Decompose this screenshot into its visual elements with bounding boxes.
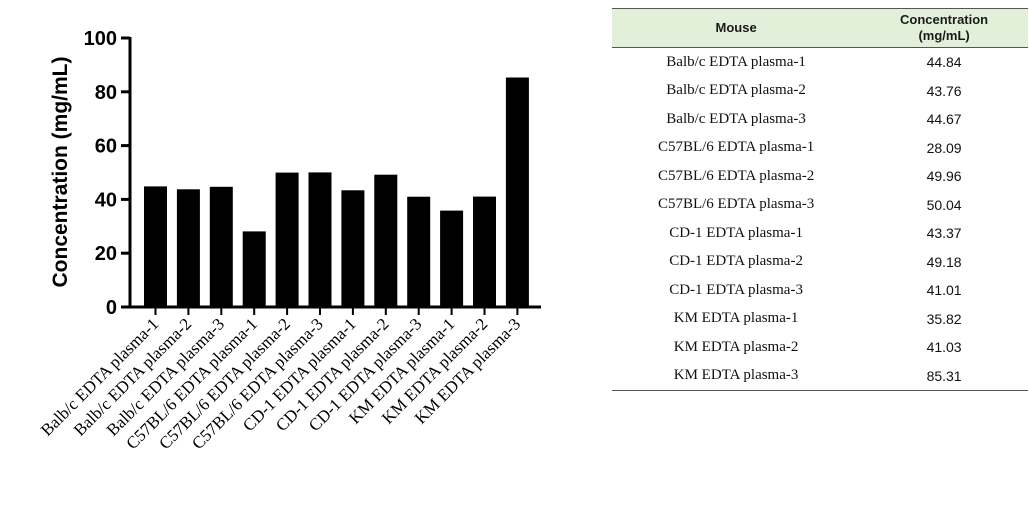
table-cell-mouse: Balb/c EDTA plasma-2 xyxy=(666,82,806,99)
bar xyxy=(209,186,233,307)
table-cell-mouse: C57BL/6 EDTA plasma-1 xyxy=(657,139,815,156)
table-cell-concentration: 43.76 xyxy=(926,82,962,99)
table-row: KM EDTA plasma-2 41.03 xyxy=(612,333,1028,362)
table-row: CD-1 EDTA plasma-2 49.18 xyxy=(612,248,1028,277)
table-row: CD-1 EDTA plasma-3 41.01 xyxy=(612,276,1028,305)
header-concentration-line1: Concentration xyxy=(900,12,989,27)
table-cell-concentration: 35.82 xyxy=(926,310,962,327)
y-tick-label: 0 xyxy=(106,297,117,319)
table-row: C57BL/6 EDTA plasma-3 50.04 xyxy=(612,191,1028,220)
table-cell-concentration: 49.96 xyxy=(926,168,962,185)
bar xyxy=(473,196,496,307)
table-cell-mouse: CD-1 EDTA plasma-3 xyxy=(669,281,803,298)
bar xyxy=(308,172,332,307)
table-row: C57BL/6 EDTA plasma-1 28.09 xyxy=(612,134,1028,163)
y-tick-label: 60 xyxy=(95,136,117,158)
table-cell-mouse: CD-1 EDTA plasma-1 xyxy=(669,224,803,241)
header-concentration: Concentration (mg/mL) xyxy=(860,8,1028,48)
bar xyxy=(440,210,464,307)
table-row: CD-1 EDTA plasma-1 43.37 xyxy=(612,219,1028,248)
table-row: KM EDTA plasma-1 35.82 xyxy=(612,305,1028,334)
table-cell-mouse: Balb/c EDTA plasma-3 xyxy=(666,110,806,127)
table-cell-concentration: 41.03 xyxy=(926,339,962,356)
table-row: Balb/c EDTA plasma-2 43.76 xyxy=(612,77,1028,106)
y-tick-label: 100 xyxy=(84,28,117,50)
table-cell-concentration: 43.37 xyxy=(926,225,962,242)
bar xyxy=(242,231,266,307)
table-cell-mouse: Balb/c EDTA plasma-1 xyxy=(666,53,806,70)
table-row: Balb/c EDTA plasma-1 44.84 xyxy=(612,48,1028,77)
header-concentration-line2: (mg/mL) xyxy=(918,28,970,43)
bar xyxy=(176,189,200,307)
table-cell-mouse: CD-1 EDTA plasma-2 xyxy=(669,253,803,270)
bar xyxy=(275,172,299,307)
bar-chart: 0 20 40 60 80 100 Balb/c EDTA plasma-1 Balb/c E… xyxy=(37,28,541,453)
table-cell-mouse: C57BL/6 EDTA plasma-2 xyxy=(657,167,815,184)
table-cell-mouse: C57BL/6 EDTA plasma-3 xyxy=(657,196,815,213)
table-row: Balb/c EDTA plasma-3 44.67 xyxy=(612,105,1028,134)
y-tick-label: 40 xyxy=(95,189,117,211)
bar xyxy=(407,196,431,307)
y-tick-label: 80 xyxy=(95,82,117,104)
table-cell-concentration: 41.01 xyxy=(926,282,962,299)
bar xyxy=(341,190,365,307)
table-row: C57BL/6 EDTA plasma-2 49.96 xyxy=(612,162,1028,191)
y-tick-label: 20 xyxy=(95,243,117,265)
table-cell-concentration: 85.31 xyxy=(860,361,1028,391)
bar xyxy=(505,77,529,307)
table-header-row: Mouse Concentration (mg/mL) xyxy=(612,8,1028,48)
table-cell-concentration: 49.18 xyxy=(926,253,962,270)
table-cell-concentration: 28.09 xyxy=(926,139,962,156)
table-row: KM EDTA plasma-3 85.31 xyxy=(612,361,1028,391)
table-cell-concentration: 44.84 xyxy=(926,54,962,71)
concentration-table: Mouse Concentration (mg/mL) Balb/c EDTA … xyxy=(612,8,1028,391)
bar xyxy=(374,174,398,307)
y-axis-title: Concentration (mg/mL) xyxy=(49,57,72,288)
header-mouse: Mouse xyxy=(612,8,861,48)
bar xyxy=(144,186,167,307)
table-cell-mouse: KM EDTA plasma-3 xyxy=(612,361,861,391)
table-cell-concentration: 44.67 xyxy=(926,111,962,128)
table-cell-mouse: KM EDTA plasma-2 xyxy=(673,338,799,355)
table-header: Mouse Concentration (mg/mL) xyxy=(612,8,1028,48)
table-body: Balb/c EDTA plasma-1 44.84 Balb/c EDTA pla… xyxy=(612,48,1028,391)
table-cell-mouse: KM EDTA plasma-1 xyxy=(673,310,799,327)
table-cell-concentration: 50.04 xyxy=(926,196,962,213)
